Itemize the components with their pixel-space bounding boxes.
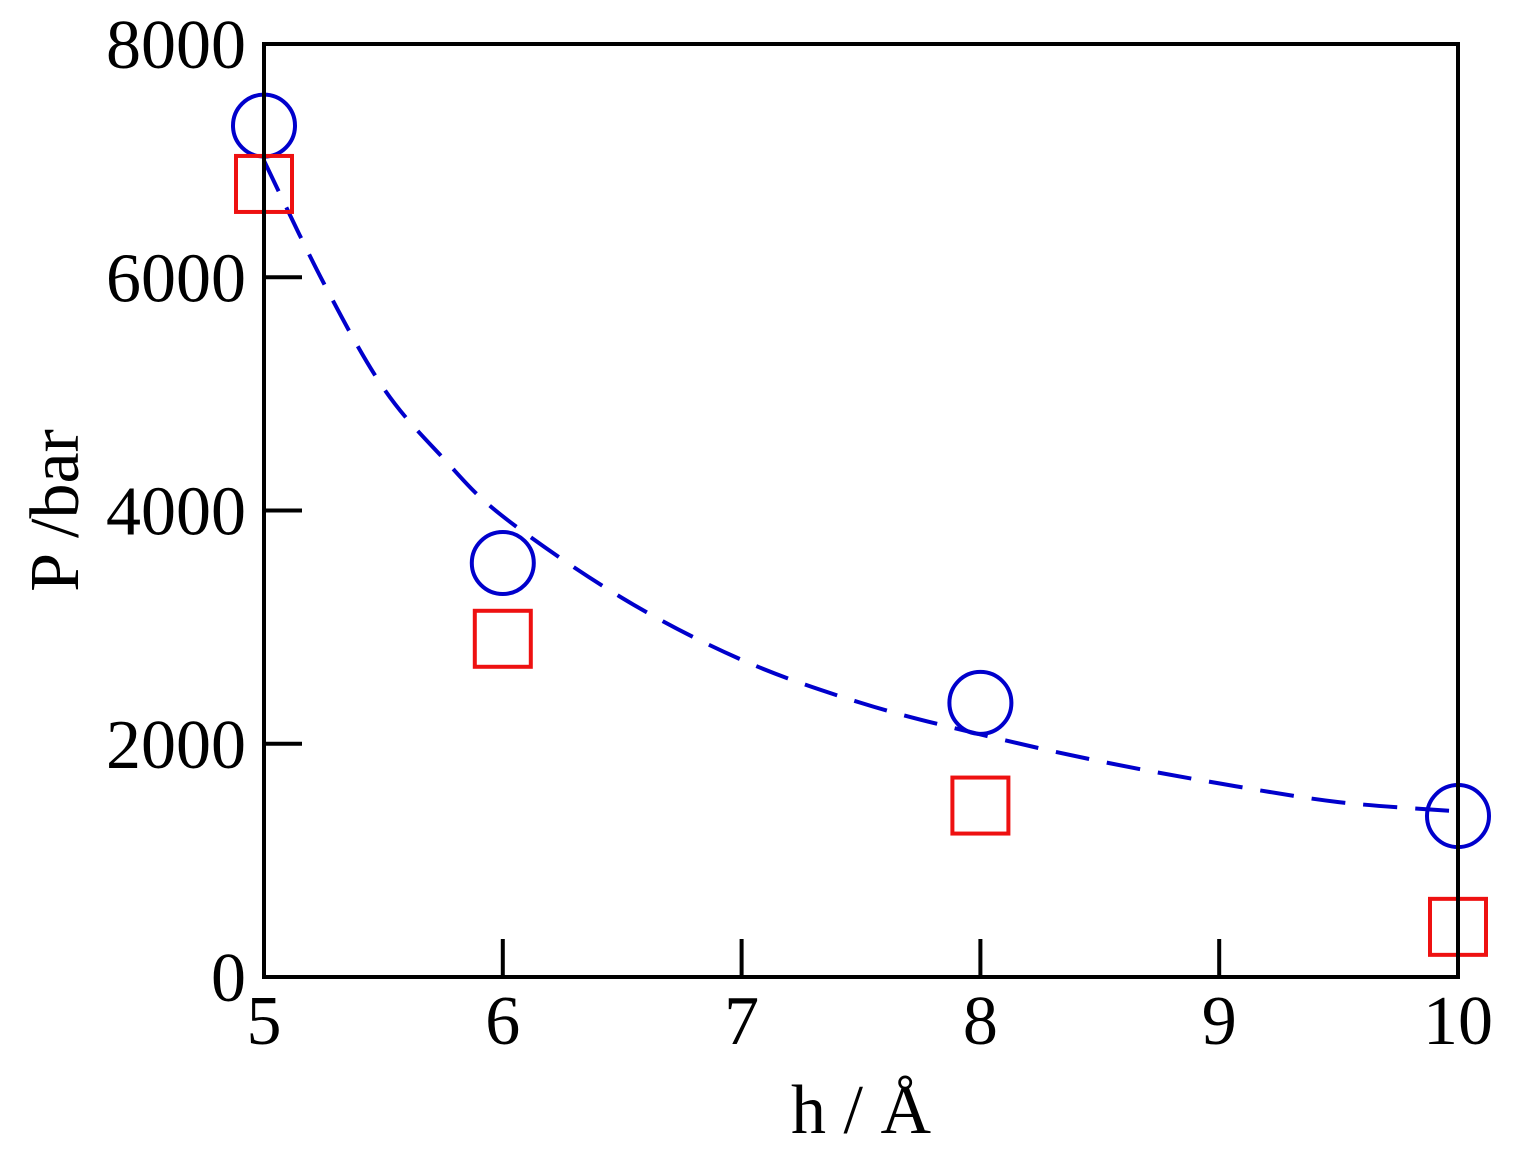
x-tick-label: 8 <box>963 983 998 1060</box>
ticks-layer <box>264 275 1222 977</box>
y-tick-label: 2000 <box>106 707 246 784</box>
x-tick-label: 7 <box>724 983 759 1060</box>
x-tick-label: 5 <box>247 983 282 1060</box>
fit-curve <box>262 159 1459 814</box>
fit-line-layer <box>262 159 1459 814</box>
tick-labels-layer: 5 6 7 8 9 10 0 2000 4000 6000 8000 <box>106 7 1493 1060</box>
data-point-circle <box>469 529 536 596</box>
y-tick-label: 0 <box>211 940 246 1017</box>
data-point-square <box>472 608 533 669</box>
y-tick-label: 8000 <box>106 7 246 84</box>
markers-layer <box>231 92 1491 957</box>
y-tick-label: 4000 <box>106 474 246 551</box>
y-axis-label: P /bar <box>17 429 94 592</box>
data-point-square <box>950 775 1011 836</box>
x-tick-label: 9 <box>1202 983 1237 1060</box>
x-tick-label: 10 <box>1423 983 1493 1060</box>
x-axis-label: h / Å <box>791 1072 931 1149</box>
x-tick-label: 6 <box>485 983 520 1060</box>
data-point-circle <box>947 669 1014 736</box>
y-tick-label: 6000 <box>106 240 246 317</box>
plot-frame <box>262 42 1460 979</box>
